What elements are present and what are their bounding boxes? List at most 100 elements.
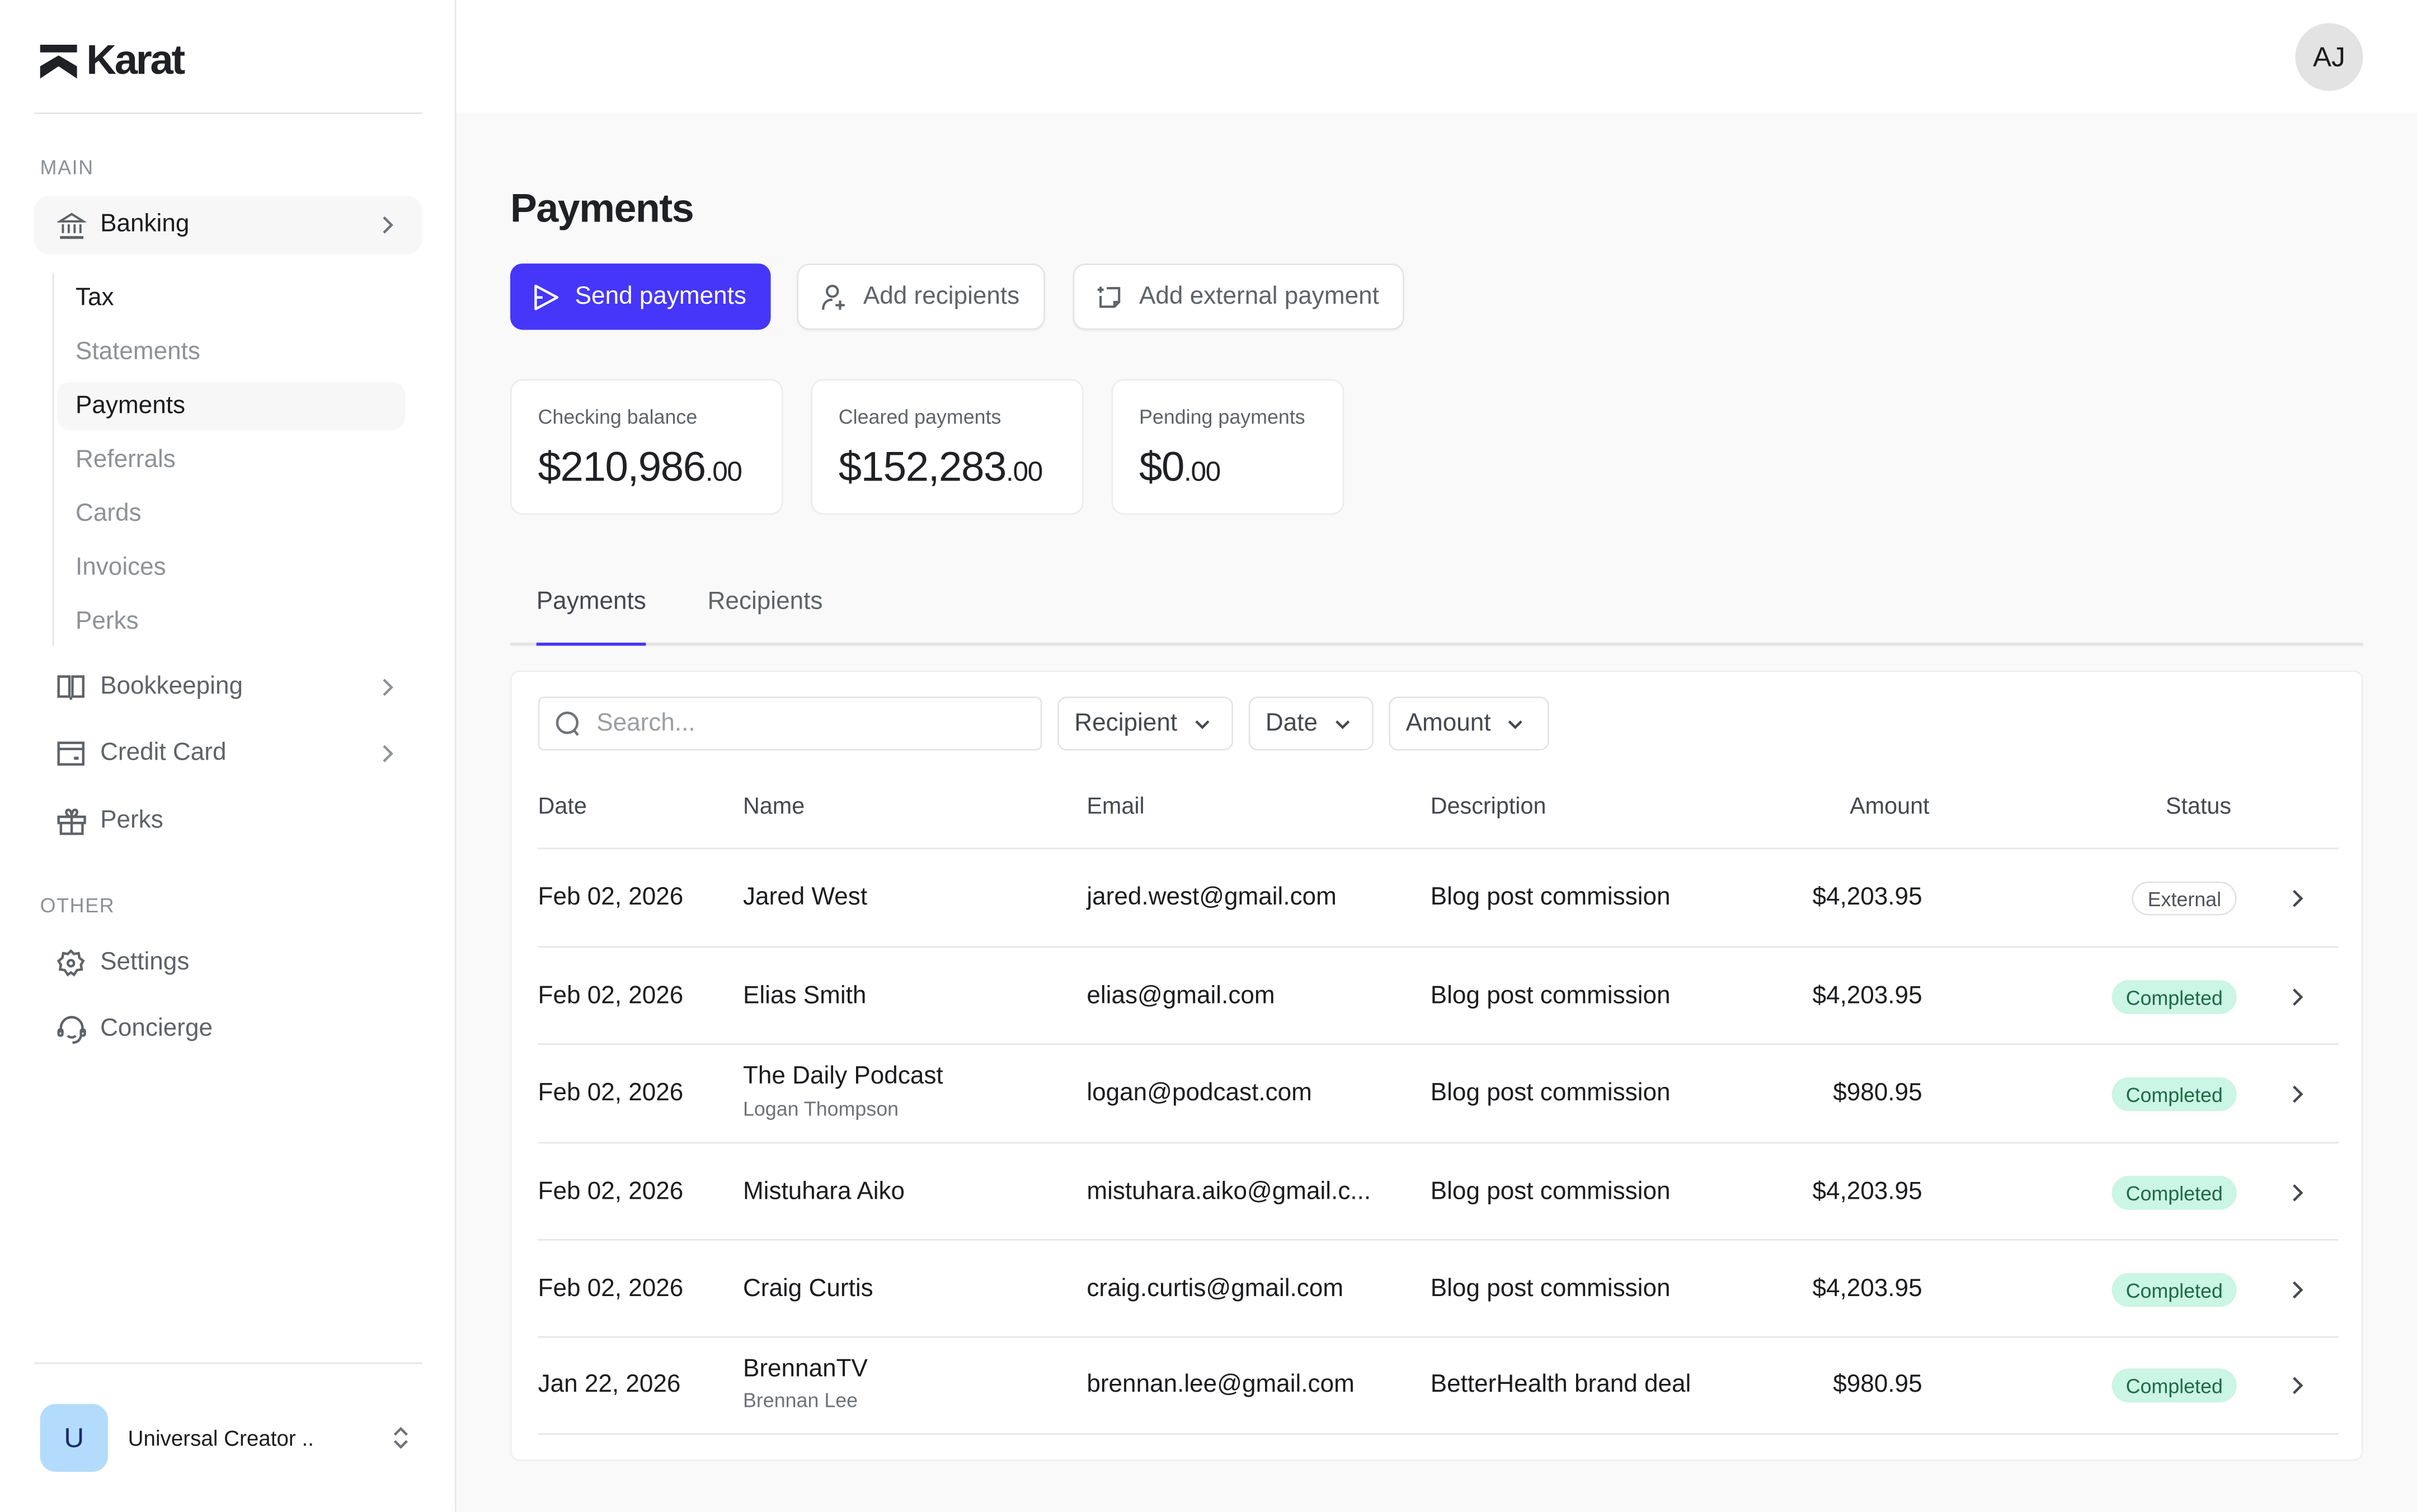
search-icon <box>556 710 579 736</box>
row-description: Blog post commission <box>1430 884 1671 911</box>
filter-amount-dropdown[interactable]: Amount <box>1389 696 1549 751</box>
row-description: Blog post commission <box>1430 1080 1671 1107</box>
row-date: Feb 02, 2026 <box>538 1276 684 1303</box>
section-label-main: MAIN <box>40 156 94 179</box>
stat-value: $152,283.00 <box>838 444 1043 491</box>
stat-label: Cleared payments <box>838 405 1001 428</box>
chevron-right-icon <box>2293 1377 2303 1395</box>
karat-logo[interactable]: Karat <box>40 37 185 84</box>
tab-recipients[interactable]: Recipients <box>707 588 823 615</box>
row-name: Jared West <box>742 884 868 911</box>
sidebar-subitem-statements[interactable]: Statements <box>57 328 406 376</box>
add-external-payment-label: Add external payment <box>1139 282 1379 309</box>
table-row[interactable]: Feb 02, 2026 Mistuhara Aiko mistuhara.ai… <box>538 1142 2339 1241</box>
account-avatar: U <box>40 1403 108 1472</box>
bank-icon <box>55 210 86 241</box>
chevron-down-icon <box>1508 719 1523 729</box>
table-row[interactable]: Feb 02, 2026 The Daily Podcast Logan Tho… <box>538 1043 2339 1143</box>
column-header-email[interactable]: Email <box>1087 793 1145 820</box>
table-row[interactable]: Feb 02, 2026 Elias Smith elias@gmail.com… <box>538 946 2339 1045</box>
filter-label: Amount <box>1405 709 1491 736</box>
filter-label: Recipient <box>1074 709 1178 736</box>
table-row[interactable]: Jan 22, 2026 BrennanTV Brennan Lee brenn… <box>538 1336 2339 1435</box>
sidebar-item-label: Perks <box>100 807 163 834</box>
stat-value: $210,986.00 <box>538 444 742 491</box>
sidebar-subitem-payments[interactable]: Payments <box>57 382 406 430</box>
row-amount: $4,203.95 <box>1812 1179 1922 1205</box>
row-date: Feb 02, 2026 <box>538 884 684 911</box>
sidebar-subitem-perks[interactable]: Perks <box>57 598 406 646</box>
sidebar-item-concierge[interactable]: Concierge <box>34 1000 422 1059</box>
status-badge: Completed <box>2112 980 2237 1014</box>
sidebar-subitem-invoices[interactable]: Invoices <box>57 544 406 592</box>
user-avatar[interactable]: AJ <box>2295 23 2363 91</box>
status-badge: Completed <box>2112 1273 2237 1307</box>
chevron-right-icon <box>2293 988 2303 1006</box>
filter-recipient-dropdown[interactable]: Recipient <box>1057 696 1234 751</box>
sidebar-subitem-label: Referrals <box>75 446 176 473</box>
row-email: brennan.lee@gmail.com <box>1087 1372 1355 1398</box>
chevron-right-icon <box>2293 1281 2303 1299</box>
send-payments-label: Send payments <box>575 282 746 309</box>
row-description: BetterHealth brand deal <box>1430 1372 1691 1398</box>
row-email: mistuhara.aiko@gmail.c... <box>1087 1179 1371 1205</box>
search-input[interactable] <box>593 708 1016 739</box>
sidebar: Karat MAIN Banking Tax Statements Paymen… <box>0 0 457 1512</box>
search-field[interactable] <box>538 696 1042 751</box>
chevron-down-icon <box>1195 719 1209 729</box>
row-contact-name: Brennan Lee <box>742 1388 858 1412</box>
account-switcher[interactable]: U Universal Creator .. <box>40 1403 416 1472</box>
stat-label: Pending payments <box>1139 405 1305 428</box>
gift-icon <box>55 806 86 837</box>
row-name: BrennanTV <box>742 1356 868 1383</box>
row-description: Blog post commission <box>1430 1276 1671 1303</box>
send-payments-button[interactable]: Send payments <box>510 263 771 330</box>
column-header-amount[interactable]: Amount <box>1850 793 1930 820</box>
sidebar-item-banking[interactable]: Banking <box>34 195 422 255</box>
sidebar-item-label: Concierge <box>100 1015 213 1042</box>
chevron-right-icon <box>2293 1085 2303 1103</box>
sidebar-item-label: Credit Card <box>100 739 227 766</box>
chevron-right-icon <box>2293 889 2303 907</box>
sidebar-subitem-cards[interactable]: Cards <box>57 490 406 538</box>
sidebar-item-settings[interactable]: Settings <box>34 934 422 993</box>
sidebar-item-credit-card[interactable]: Credit Card <box>34 724 422 783</box>
banking-subnav: Tax Statements Payments Referrals Cards … <box>52 272 408 646</box>
chevron-right-icon <box>383 679 393 696</box>
chevron-right-icon <box>2293 1184 2303 1202</box>
sidebar-subitem-label: Payments <box>75 392 185 419</box>
book-icon <box>55 672 86 703</box>
filter-date-dropdown[interactable]: Date <box>1248 696 1374 751</box>
tab-payments[interactable]: Payments <box>536 588 647 646</box>
send-icon <box>532 283 560 311</box>
row-name: The Daily Podcast <box>742 1063 943 1090</box>
row-email: craig.curtis@gmail.com <box>1087 1276 1344 1303</box>
status-badge: External <box>2132 881 2237 916</box>
row-name: Elias Smith <box>742 983 867 1010</box>
page-title: Payments <box>510 185 694 232</box>
column-header-date[interactable]: Date <box>538 793 587 820</box>
add-external-payment-button[interactable]: Add external payment <box>1073 263 1404 330</box>
sidebar-subitem-tax[interactable]: Tax <box>57 274 406 322</box>
row-amount: $4,203.95 <box>1812 1276 1922 1303</box>
add-recipients-button[interactable]: Add recipients <box>797 263 1045 330</box>
column-header-description[interactable]: Description <box>1430 793 1546 820</box>
sidebar-subitem-referrals[interactable]: Referrals <box>57 436 406 484</box>
filter-label: Date <box>1265 709 1318 736</box>
stat-label: Checking balance <box>538 405 698 428</box>
stat-card-checking-balance: Checking balance $210,986.00 <box>510 379 783 515</box>
table-row[interactable]: Feb 02, 2026 Craig Curtis craig.curtis@g… <box>538 1239 2339 1337</box>
chevron-up-down-icon <box>393 1426 408 1449</box>
column-header-name[interactable]: Name <box>742 793 805 820</box>
add-recipients-label: Add recipients <box>863 282 1020 309</box>
sidebar-item-label: Bookkeeping <box>100 673 243 700</box>
table-row[interactable]: Feb 02, 2026 Jared West jared.west@gmail… <box>538 847 2339 948</box>
column-header-status[interactable]: Status <box>2165 793 2232 820</box>
sidebar-item-perks[interactable]: Perks <box>34 792 422 851</box>
row-date: Jan 22, 2026 <box>538 1372 681 1398</box>
account-name: Universal Creator .. <box>128 1425 314 1450</box>
sidebar-item-label: Banking <box>100 211 190 238</box>
status-badge: Completed <box>2112 1176 2237 1210</box>
sidebar-item-bookkeeping[interactable]: Bookkeeping <box>34 658 422 717</box>
sidebar-subitem-label: Statements <box>75 338 200 365</box>
